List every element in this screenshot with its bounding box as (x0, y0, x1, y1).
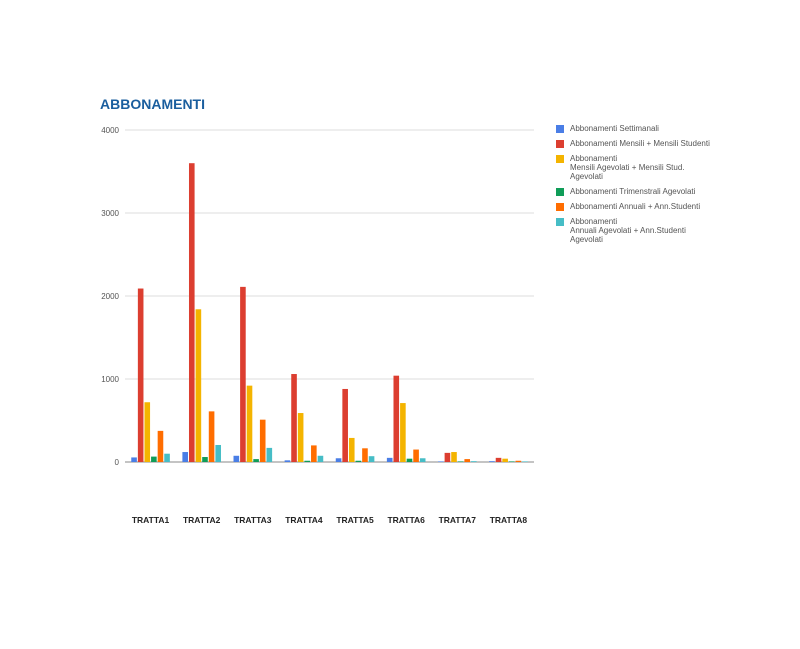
y-tick-label: 3000 (101, 209, 119, 218)
bar (202, 457, 208, 462)
bar (362, 448, 368, 462)
bar (413, 449, 419, 462)
bar (259, 419, 266, 462)
bar (419, 458, 426, 462)
legend-item: Abbonamenti Mensili Agevolati + Mensili … (556, 154, 756, 181)
bar (502, 458, 508, 462)
bar (215, 444, 221, 462)
legend-label: Abbonamenti Mensili Agevolati + Mensili … (570, 154, 685, 181)
bar (489, 461, 495, 462)
bar (233, 455, 240, 462)
gridlines (125, 129, 534, 463)
x-category-label: TRATTA7 (439, 515, 477, 525)
chart-title: ABBONAMENTI (100, 96, 205, 112)
bar (515, 460, 522, 462)
bar (151, 456, 157, 462)
legend-swatch (556, 218, 564, 226)
x-category-label: TRATTA5 (336, 515, 374, 525)
bar (464, 459, 471, 462)
x-axis-categories: TRATTA1 TRATTA2 TRATTA3 TRATTA4 TRATTA5 TRATT… (132, 515, 528, 525)
bar (444, 452, 451, 462)
bar (400, 403, 406, 462)
bar (406, 458, 413, 462)
legend-swatch (556, 140, 564, 148)
legend-swatch (556, 155, 564, 163)
bar (284, 460, 291, 462)
bar (342, 388, 348, 462)
legend-item: Abbonamenti Annuali Agevolati + Ann.Stud… (556, 217, 756, 244)
bar (131, 457, 137, 462)
bar (311, 445, 317, 462)
legend-label: Abbonamenti Settimanali (570, 124, 659, 133)
bar (335, 458, 342, 462)
y-tick-label: 0 (115, 458, 120, 467)
y-tick-label: 1000 (101, 375, 119, 384)
legend-label: Abbonamenti Trimenstrali Agevolati (570, 187, 696, 196)
bar (457, 461, 464, 462)
bar (137, 288, 144, 462)
bar (508, 461, 515, 462)
bar (195, 309, 202, 462)
bar (304, 460, 311, 462)
bar (208, 411, 215, 462)
x-category-label: TRATTA8 (490, 515, 528, 525)
bar (182, 452, 188, 462)
bar (522, 461, 528, 462)
bar (246, 385, 253, 462)
x-category-label: TRATTA2 (183, 515, 221, 525)
bar (266, 447, 273, 462)
bar (386, 457, 393, 462)
legend-label: Abbonamenti Annuali Agevolati + Ann.Stud… (570, 217, 686, 244)
bar (355, 460, 362, 462)
x-category-label: TRATTA1 (132, 515, 170, 525)
bar (188, 163, 195, 462)
bars (131, 163, 528, 462)
bar (291, 374, 297, 462)
bar (164, 453, 170, 462)
x-category-label: TRATTA3 (234, 515, 272, 525)
bar (144, 402, 151, 462)
legend-swatch (556, 125, 564, 133)
y-tick-label: 4000 (101, 126, 119, 135)
legend-item: Abbonamenti Trimenstrali Agevolati (556, 187, 756, 196)
legend-item: Abbonamenti Annuali + Ann.Studenti (556, 202, 756, 211)
bar (348, 437, 355, 462)
x-category-label: TRATTA4 (285, 515, 323, 525)
legend-swatch (556, 188, 564, 196)
legend: Abbonamenti Settimanali Abbonamenti Mensi… (556, 124, 756, 250)
y-tick-label: 2000 (101, 292, 119, 301)
legend-swatch (556, 203, 564, 211)
bar (451, 452, 457, 462)
bar (495, 457, 502, 462)
bar (157, 430, 164, 462)
bar (393, 375, 400, 462)
bar (297, 413, 304, 462)
x-category-label: TRATTA6 (387, 515, 425, 525)
bar (317, 455, 324, 462)
legend-label: Abbonamenti Mensili + Mensili Studenti (570, 139, 710, 148)
bar (368, 456, 375, 462)
bar (471, 461, 477, 462)
legend-item: Abbonamenti Mensili + Mensili Studenti (556, 139, 756, 148)
y-axis-ticks: 0 1000 2000 3000 4000 (101, 126, 119, 467)
legend-label: Abbonamenti Annuali + Ann.Studenti (570, 202, 701, 211)
bar (240, 286, 246, 462)
bar (438, 461, 444, 462)
legend-item: Abbonamenti Settimanali (556, 124, 756, 133)
bar (253, 459, 259, 462)
